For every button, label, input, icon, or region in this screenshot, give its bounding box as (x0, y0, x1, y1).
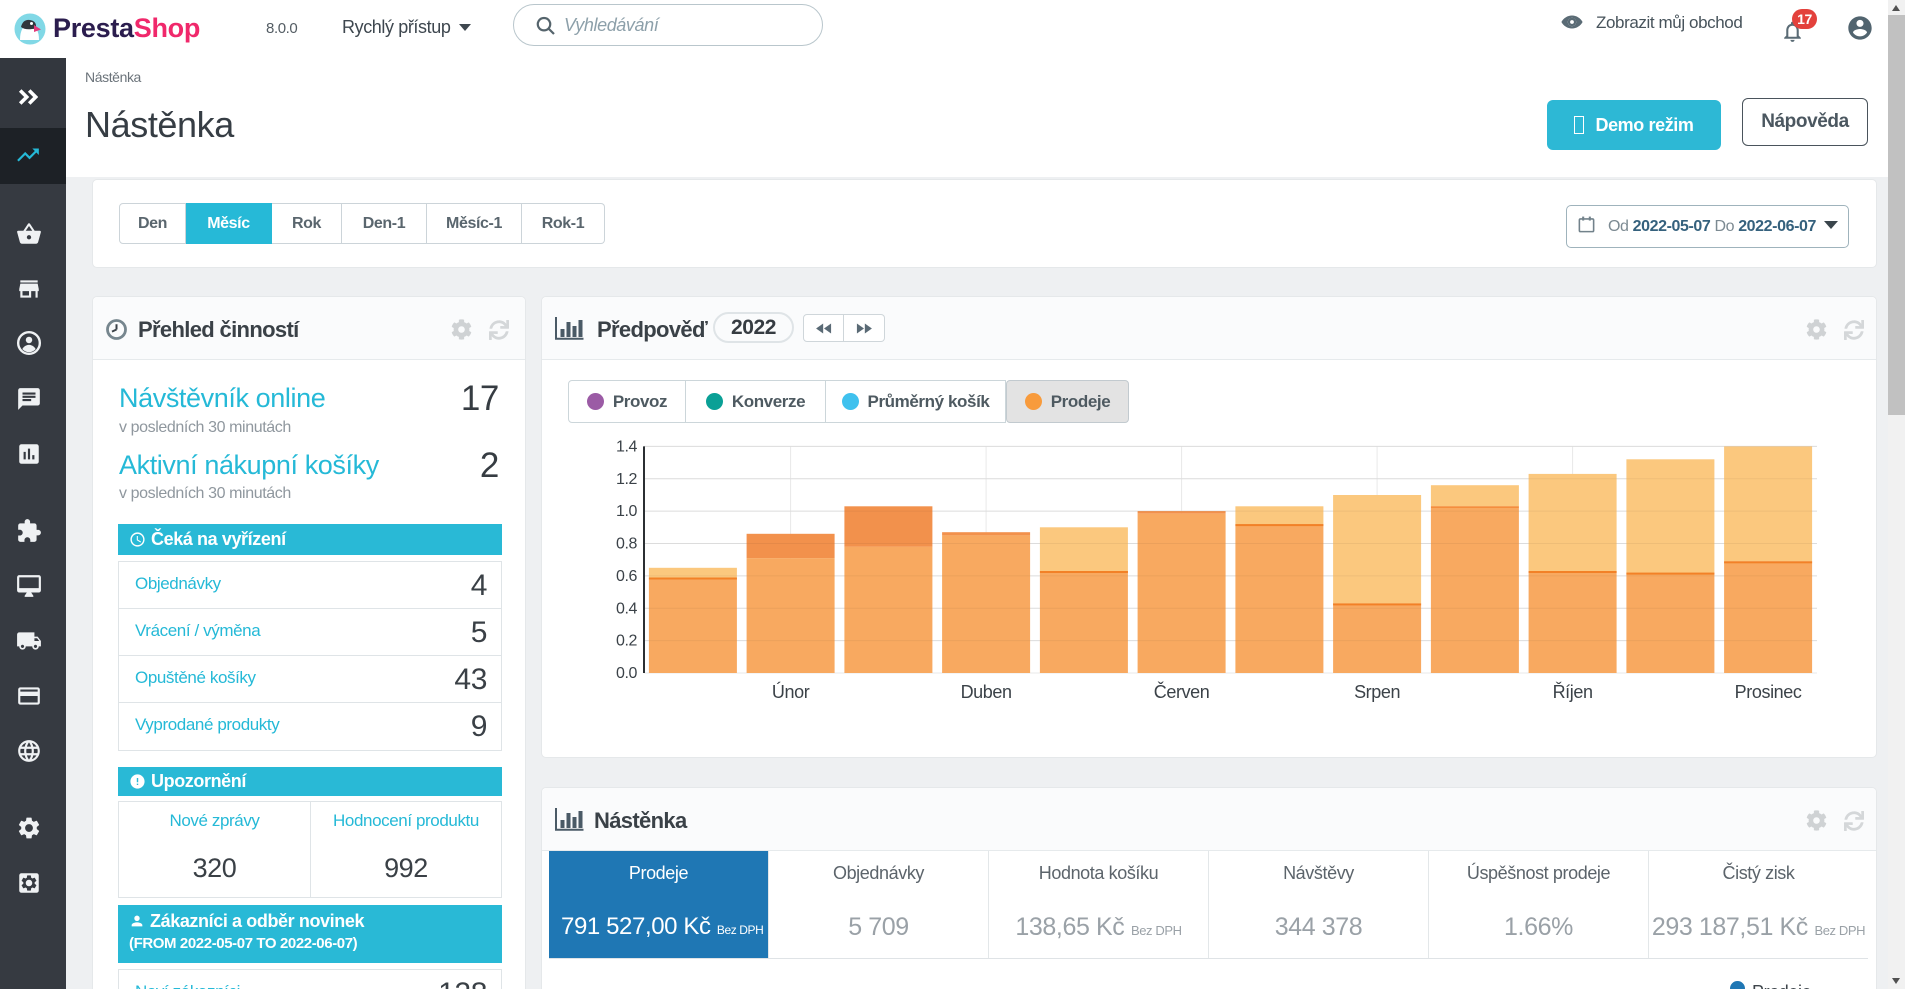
svg-text:Prosinec: Prosinec (1735, 682, 1802, 702)
svg-text:0.4: 0.4 (616, 600, 638, 617)
svg-text:1.2: 1.2 (616, 471, 638, 488)
svg-text:Červen: Červen (1154, 681, 1210, 702)
svg-text:1.0: 1.0 (616, 503, 638, 520)
svg-text:Říjen: Říjen (1553, 682, 1593, 702)
svg-text:0.8: 0.8 (616, 536, 638, 553)
svg-text:1.4: 1.4 (616, 438, 638, 455)
svg-text:Srpen: Srpen (1354, 682, 1400, 702)
svg-text:0.6: 0.6 (616, 568, 638, 585)
svg-text:0.2: 0.2 (616, 633, 638, 650)
svg-text:0.0: 0.0 (616, 665, 638, 682)
svg-text:Únor: Únor (772, 681, 810, 702)
svg-text:Duben: Duben (961, 682, 1012, 702)
